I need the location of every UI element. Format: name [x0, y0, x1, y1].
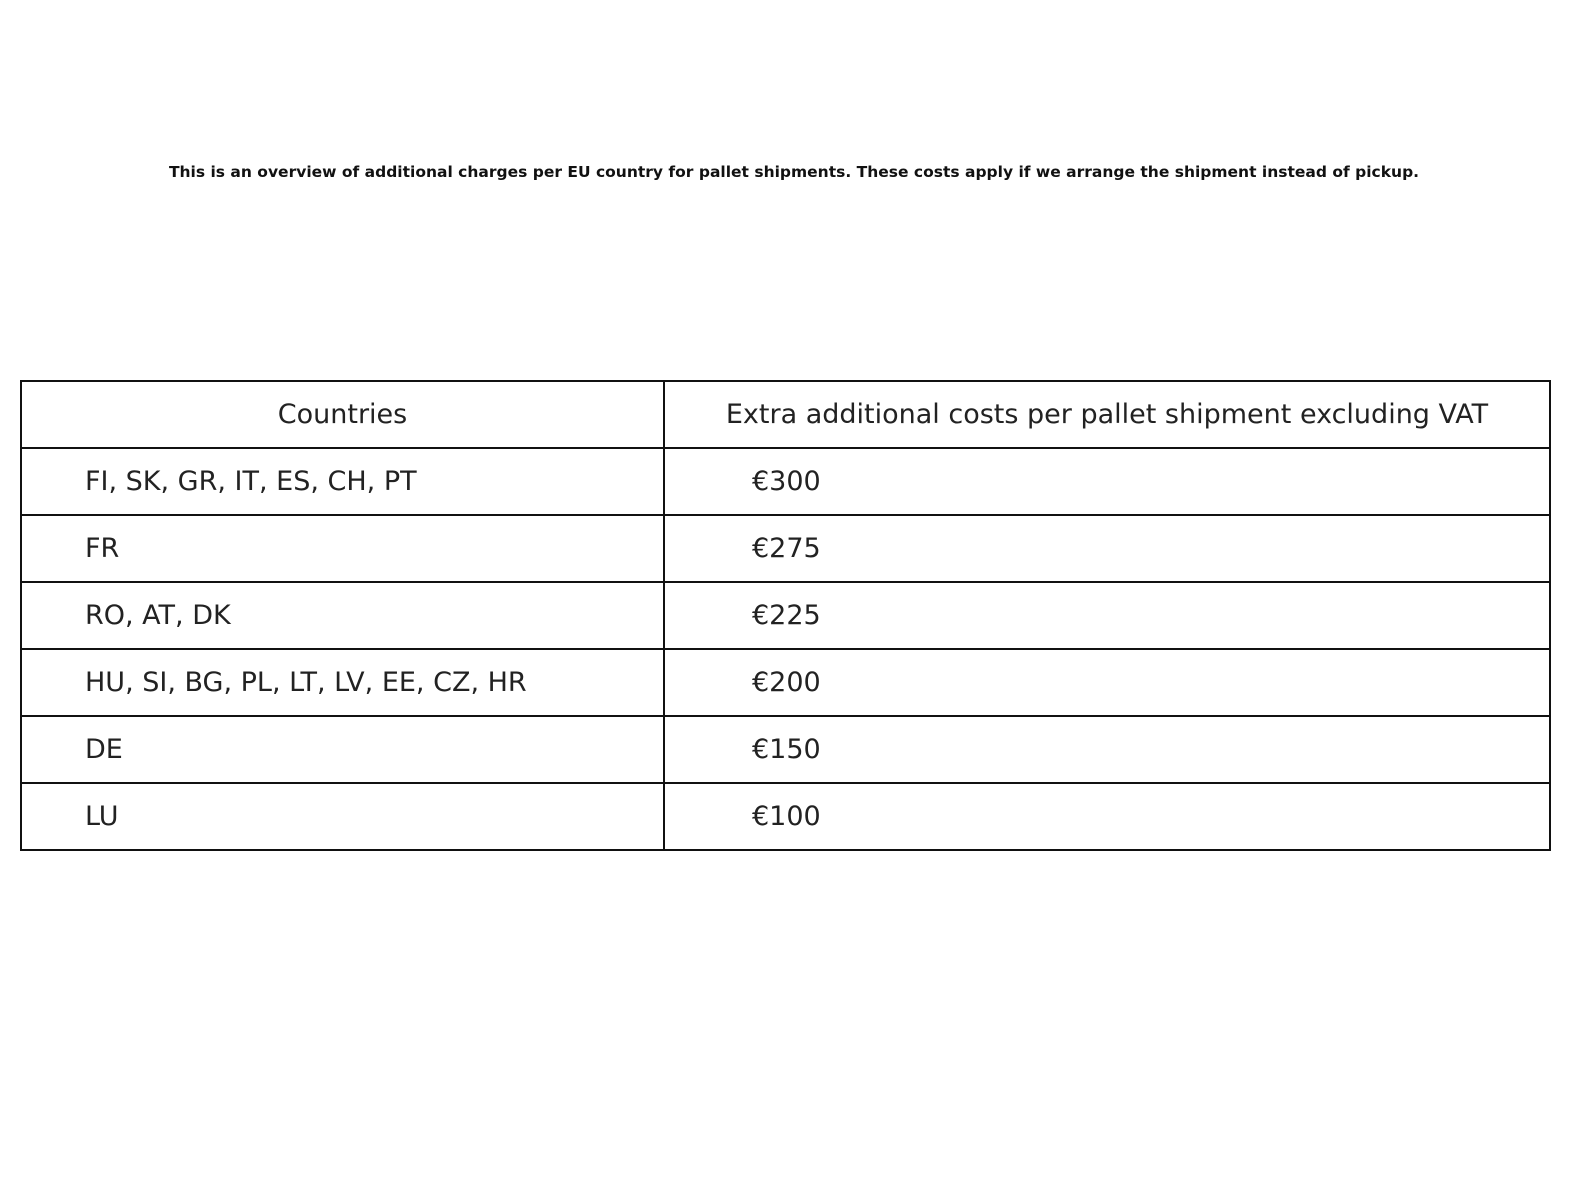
countries-cell: FR [20, 514, 665, 583]
table-row: LU €100 [20, 782, 1551, 851]
countries-cell: HU, SI, BG, PL, LT, LV, EE, CZ, HR [20, 648, 665, 717]
countries-cell: LU [20, 782, 665, 851]
intro-text: This is an overview of additional charge… [168, 163, 1420, 181]
header-extra-costs: Extra additional costs per pallet shipme… [663, 380, 1551, 449]
table-header-row: Countries Extra additional costs per pal… [20, 380, 1551, 449]
countries-cell: RO, AT, DK [20, 581, 665, 650]
header-countries: Countries [20, 380, 665, 449]
countries-cell: FI, SK, GR, IT, ES, CH, PT [20, 447, 665, 516]
cost-cell: €150 [663, 715, 1551, 784]
table-row: HU, SI, BG, PL, LT, LV, EE, CZ, HR €200 [20, 648, 1551, 717]
table-row: FI, SK, GR, IT, ES, CH, PT €300 [20, 447, 1551, 516]
countries-cell: DE [20, 715, 665, 784]
table-row: RO, AT, DK €225 [20, 581, 1551, 650]
pallet-charges-table: Countries Extra additional costs per pal… [20, 380, 1551, 851]
cost-cell: €300 [663, 447, 1551, 516]
cost-cell: €100 [663, 782, 1551, 851]
cost-cell: €225 [663, 581, 1551, 650]
table-row: FR €275 [20, 514, 1551, 583]
cost-cell: €275 [663, 514, 1551, 583]
table-row: DE €150 [20, 715, 1551, 784]
cost-cell: €200 [663, 648, 1551, 717]
